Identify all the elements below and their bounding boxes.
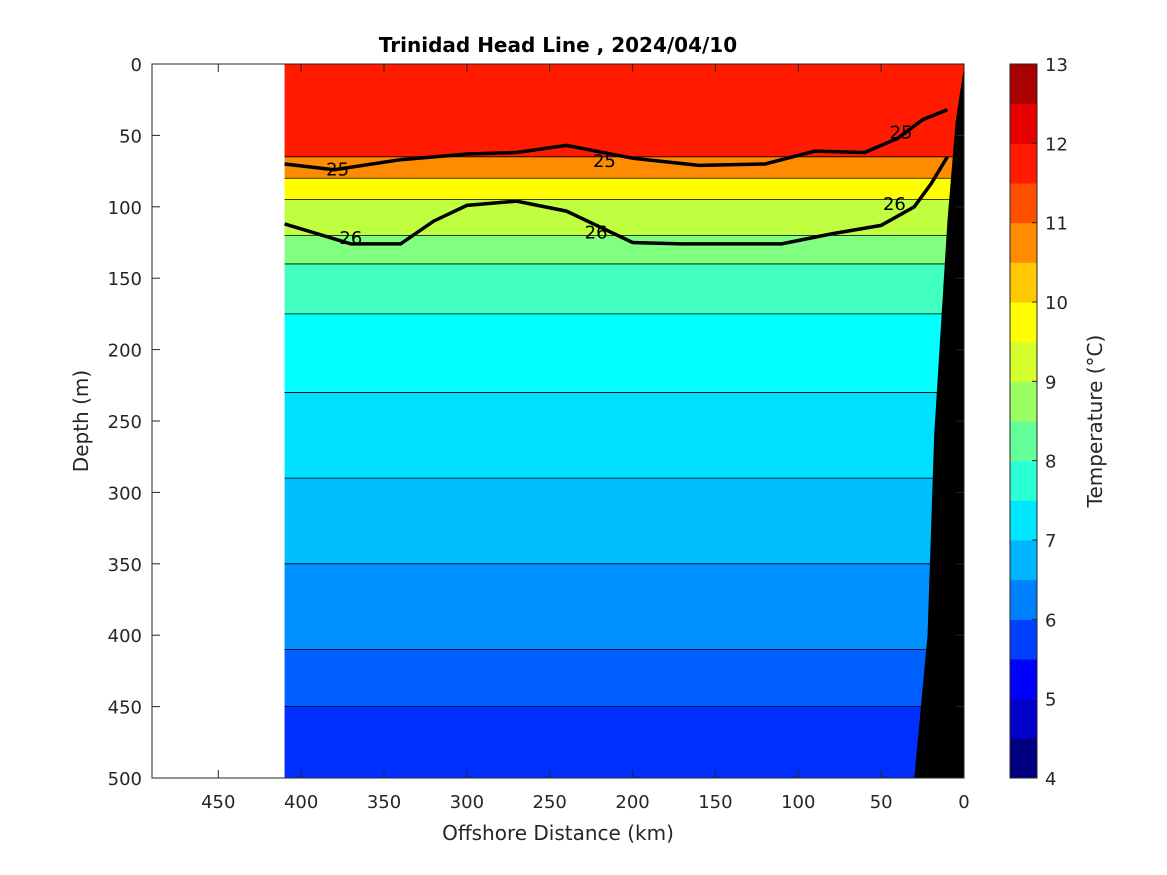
x-tick-label: 0 [958,792,969,813]
temperature-layer-0 [284,64,964,157]
colorbar-segment-9 [1010,381,1037,422]
colorbar-tick-label: 7 [1045,531,1056,552]
colorbar-segment-13 [1010,222,1037,263]
x-axis-label: Offshore Distance (km) [442,821,674,845]
colorbar-tick-label: 5 [1045,690,1056,711]
colorbar-segment-6 [1010,500,1037,541]
density-contour-25 [284,108,949,172]
temperature-layer-2 [284,178,964,200]
chart-title: Trinidad Head Line , 2024/04/10 [379,33,737,57]
y-axis-ticks: 0 50 100 150 200 250 300 350 400 450 500 [108,55,964,790]
contour-label-5: 26 [883,194,906,215]
colorbar-segment-17 [1010,64,1037,105]
colorbar-segment-5 [1010,540,1037,581]
y-axis-label: Depth (m) [69,370,93,472]
colorbar-segment-11 [1010,302,1037,343]
temperature-layer-9 [284,563,964,650]
contour-label-2: 25 [890,123,913,144]
x-tick-label: 250 [533,792,567,813]
density-contours [284,108,949,246]
y-tick-label: 0 [131,55,142,76]
seafloor-bathymetry [914,66,964,778]
colorbar-segment-1 [1010,698,1037,739]
contour-label-1: 25 [593,151,616,172]
colorbar-tick-label: 4 [1045,769,1056,790]
colorbar-frame [1009,63,1038,779]
colorbar-segment-16 [1010,103,1037,144]
colorbar-segment-0 [1010,738,1037,779]
temperature-layer-7 [284,392,964,479]
contour-labels: 25 25 25 26 26 26 [326,123,913,250]
contour-label-4: 26 [585,223,608,244]
colorbar-segment-4 [1010,579,1037,620]
colorbar-tick-label: 6 [1045,610,1056,631]
colorbar-segment-15 [1010,143,1037,184]
y-tick-label: 250 [108,412,142,433]
y-tick-label: 450 [108,698,142,719]
y-tick-label: 100 [108,198,142,219]
x-tick-label: 100 [781,792,815,813]
y-tick-label: 500 [108,769,142,790]
temperature-layer-8 [284,478,964,564]
x-tick-label: 300 [450,792,484,813]
temperature-layer-1 [284,156,964,179]
temperature-layer-11 [284,706,964,778]
y-tick-label: 400 [108,626,142,647]
x-tick-label: 150 [698,792,732,813]
colorbar-label: Temperature (°C) [1083,335,1107,509]
colorbar-segment-7 [1010,460,1037,501]
colorbar-segment-3 [1010,619,1037,660]
density-contour-26 [284,155,949,246]
seafloor [914,66,964,778]
colorbar: 4 5 6 7 8 9 10 11 12 13 [1009,55,1068,790]
y-tick-label: 150 [108,269,142,290]
x-tick-label: 50 [870,792,893,813]
isotherm-lines [284,156,964,707]
x-axis-ticks: 450 400 350 300 250 200 150 100 50 0 [201,64,970,813]
y-tick-label: 50 [119,126,142,147]
temperature-layer-5 [284,263,964,314]
temperature-layer-10 [284,649,964,707]
colorbar-tick-label: 8 [1045,452,1056,473]
temperature-layer-6 [284,313,964,393]
colorbar-segment-10 [1010,341,1037,382]
y-tick-label: 200 [108,341,142,362]
colorbar-segment-14 [1010,183,1037,224]
x-tick-label: 400 [284,792,318,813]
colorbar-segment-12 [1010,262,1037,303]
contour-label-0: 25 [326,160,349,181]
colorbar-tick-label: 13 [1045,55,1068,76]
colorbar-tick-label: 9 [1045,372,1056,393]
colorbar-tick-label: 12 [1045,134,1068,155]
colorbar-tick-label: 11 [1045,214,1068,235]
x-tick-label: 200 [615,792,649,813]
x-tick-label: 350 [367,792,401,813]
colorbar-segment-2 [1010,659,1037,700]
y-tick-label: 350 [108,555,142,576]
colorbar-tick-label: 10 [1045,293,1068,314]
colorbar-segment-8 [1010,421,1037,462]
temperature-field [284,64,964,778]
contour-label-3: 26 [339,228,362,249]
y-tick-label: 300 [108,483,142,504]
x-tick-label: 450 [201,792,235,813]
